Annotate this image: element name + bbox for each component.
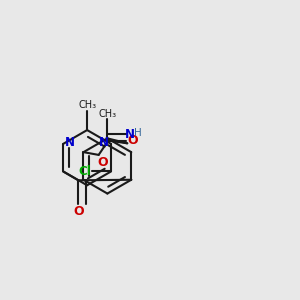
Text: O: O [128,134,138,147]
Text: Cl: Cl [79,165,91,178]
Text: CH₃: CH₃ [98,109,116,118]
Text: O: O [73,205,84,218]
Text: N: N [125,128,135,141]
Text: N: N [99,136,109,148]
Text: N: N [65,136,75,148]
Text: O: O [97,156,108,169]
Text: CH₃: CH₃ [78,100,96,110]
Text: H: H [134,128,141,138]
